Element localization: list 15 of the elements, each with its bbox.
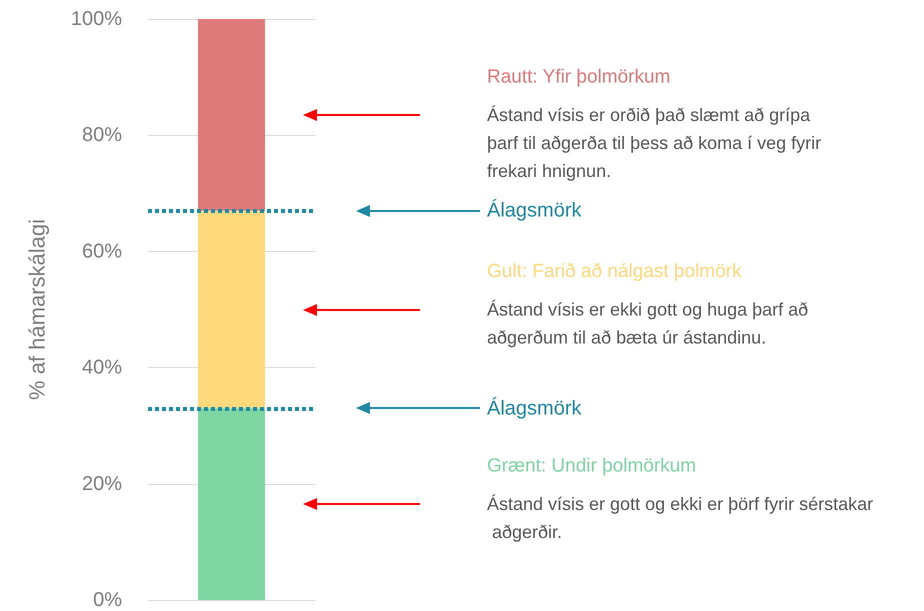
text: Ástand vísis er ekki gott og huga þarf að aðgerðum til að bæta úr ástandinu.	[487, 300, 814, 348]
y-tick-label: 40%	[82, 356, 122, 379]
y-tick-label: 0%	[93, 589, 122, 611]
text: Ástand vísis er orðið það slæmt að grípa þarf til aðgerða til þess að koma í veg fyrir frekari hnignun.	[487, 104, 826, 181]
text: Gult: Farið að nálgast þolmörk	[487, 261, 742, 282]
text: Grænt: Undir þolmörkum	[487, 456, 696, 477]
y-tick-label: 80%	[82, 124, 122, 146]
ref-line-label: Álagsmörk	[487, 396, 582, 420]
y-axis-title: % af hámarskálagi	[24, 219, 50, 400]
y-tick-label: 100%	[70, 8, 122, 30]
ref-line-label: Álagsmörk	[487, 198, 582, 222]
text: Ástand vísis er gott og ekki er þörf fyrir sérstakar aðgerðir.	[487, 494, 874, 542]
y-tick-label: 60%	[82, 240, 122, 262]
text: Rautt: Yfir þolmörkum	[487, 66, 670, 88]
y-tick-label: 20%	[82, 472, 122, 495]
